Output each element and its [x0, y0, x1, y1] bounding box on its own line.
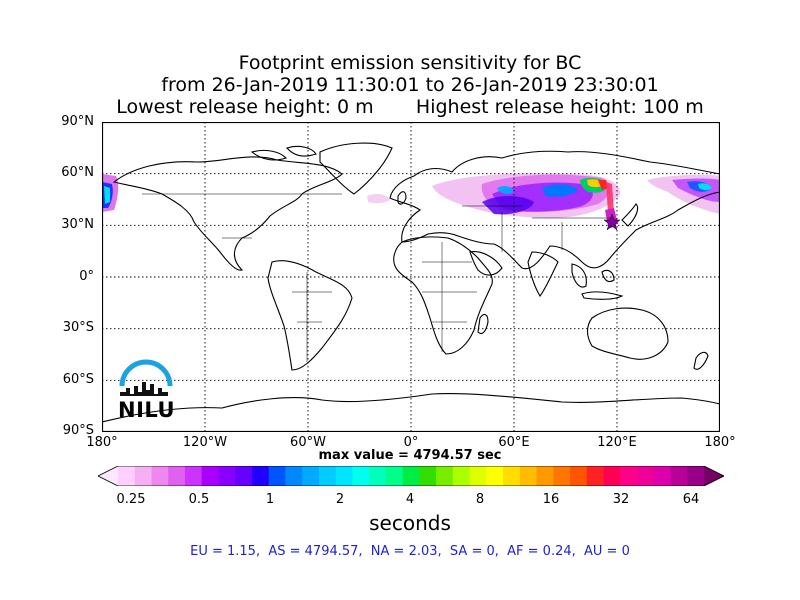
lon-label-120w: 120°W	[182, 435, 228, 450]
colorbar-tick-label: 0.25	[116, 492, 146, 507]
lat-label-90s: 90°S	[62, 423, 94, 438]
colorbar-swatch	[184, 466, 203, 486]
colorbar-swatch	[318, 466, 337, 486]
country-borders	[142, 193, 612, 362]
lat-label-60s: 60°S	[62, 372, 94, 387]
lon-label-180e: 180°	[704, 435, 736, 450]
colorbar-swatch	[168, 466, 186, 486]
colorbar-swatch	[402, 466, 420, 486]
colorbar-swatch	[352, 466, 370, 486]
colorbar-swatch	[201, 466, 219, 486]
colorbar-tick-label: 1	[265, 492, 275, 507]
colorbar-max-extend	[704, 466, 724, 486]
colorbar-swatch	[218, 466, 236, 486]
colorbar-tick-label: 8	[475, 492, 485, 507]
colorbar-swatch	[620, 466, 638, 486]
colorbar-swatch	[285, 466, 303, 486]
world-map	[102, 122, 720, 432]
colorbar-swatch	[134, 466, 152, 486]
colorbar-swatch	[687, 466, 705, 486]
colorbar-swatch	[335, 466, 353, 486]
colorbar-swatch	[385, 466, 404, 486]
plot-title-line-3: Lowest release height: 0 m Highest relea…	[116, 96, 704, 118]
colorbar-tick-label: 16	[542, 492, 560, 507]
lon-label-0: 0°	[403, 435, 419, 450]
colorbar-swatch	[536, 466, 554, 486]
lat-label-equator: 0°	[79, 269, 94, 284]
colorbar-swatch	[519, 466, 538, 486]
colorbar	[98, 466, 724, 486]
map-frame	[102, 122, 720, 432]
colorbar-swatch	[302, 466, 320, 486]
lat-label-60n: 60°N	[61, 165, 94, 180]
colorbar-swatch	[603, 466, 621, 486]
coastlines	[102, 142, 720, 423]
colorbar-swatch	[118, 466, 136, 486]
colorbar-swatch	[586, 466, 605, 486]
colorbar-swatch	[553, 466, 571, 486]
colorbar-tick-label: 4	[405, 492, 415, 507]
colorbar-tick-label: 2	[335, 492, 345, 507]
colorbar-swatch	[235, 466, 253, 486]
logo-text: NILU	[118, 398, 176, 422]
sensitivity-field	[102, 173, 720, 228]
release-location-star	[603, 213, 621, 231]
colorbar-swatch	[419, 466, 437, 486]
colorbar-swatch	[251, 466, 270, 486]
colorbar-swatch	[670, 466, 688, 486]
lon-label-180w: 180°	[86, 435, 118, 450]
colorbar-tick-label: 32	[612, 492, 630, 507]
colorbar-swatch	[637, 466, 655, 486]
lon-label-60w: 60°W	[290, 435, 326, 450]
colorbar-swatch	[436, 466, 454, 486]
colorbar-swatch	[369, 466, 387, 486]
lat-label-90n: 90°N	[61, 114, 94, 129]
lat-label-30n: 30°N	[61, 217, 94, 232]
regional-values-line: EU = 1.15, AS = 4794.57, NA = 2.03, SA =…	[190, 544, 630, 559]
colorbar-swatch	[486, 466, 504, 486]
nilu-logo-icon	[119, 359, 173, 396]
colorbar-swatch	[452, 466, 471, 486]
colorbar-swatch	[570, 466, 588, 486]
colorbar-tick-label: 0.5	[188, 492, 210, 507]
graticule	[102, 122, 720, 432]
colorbar-min-extend	[98, 466, 118, 486]
colorbar-tick-label: 64	[682, 492, 700, 507]
max-value-label: max value = 4794.57 sec	[318, 448, 502, 463]
colorbar-units-label: seconds	[369, 511, 451, 535]
plot-title-line-1: Footprint emission sensitivity for BC	[238, 52, 582, 74]
lon-label-60e: 60°E	[498, 435, 530, 450]
colorbar-swatch	[151, 466, 169, 486]
colorbar-swatch	[653, 466, 672, 486]
lat-label-30s: 30°S	[62, 320, 94, 335]
colorbar-swatch	[469, 466, 487, 486]
plot-title-line-2: from 26-Jan-2019 11:30:01 to 26-Jan-2019…	[161, 74, 659, 96]
colorbar-swatch	[503, 466, 521, 486]
lon-label-120e: 120°E	[597, 435, 637, 450]
colorbar-swatch	[268, 466, 286, 486]
